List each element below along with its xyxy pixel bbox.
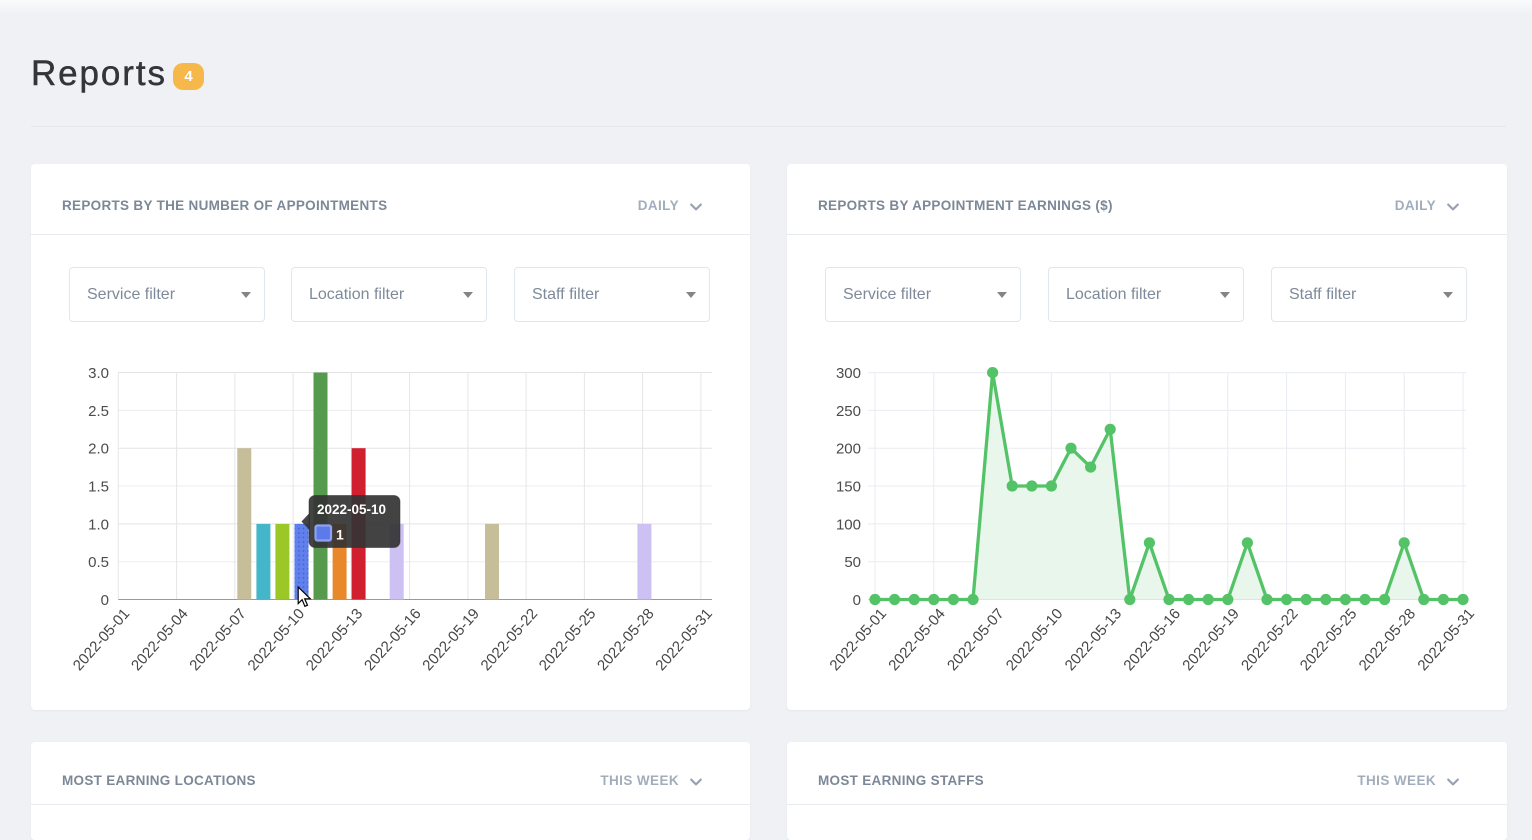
- svg-text:2022-05-31: 2022-05-31: [652, 605, 716, 674]
- svg-text:50: 50: [844, 554, 861, 571]
- svg-text:2022-05-31: 2022-05-31: [1414, 605, 1478, 674]
- svg-text:2022-05-16: 2022-05-16: [1120, 605, 1184, 674]
- svg-text:0: 0: [853, 592, 861, 609]
- svg-text:2022-05-28: 2022-05-28: [1356, 605, 1420, 674]
- svg-text:2022-05-01: 2022-05-01: [826, 605, 890, 674]
- svg-text:2.5: 2.5: [88, 403, 109, 420]
- svg-text:2022-05-01: 2022-05-01: [70, 605, 134, 674]
- svg-text:200: 200: [836, 441, 861, 458]
- svg-text:150: 150: [836, 479, 861, 496]
- svg-text:1.0: 1.0: [88, 516, 109, 533]
- svg-text:2022-05-22: 2022-05-22: [1238, 605, 1302, 674]
- svg-text:300: 300: [836, 365, 861, 382]
- svg-text:0.5: 0.5: [88, 554, 109, 571]
- svg-text:0: 0: [101, 592, 109, 609]
- svg-text:2022-05-10: 2022-05-10: [1003, 605, 1067, 674]
- svg-text:2022-05-22: 2022-05-22: [478, 605, 542, 674]
- svg-text:2022-05-25: 2022-05-25: [1297, 605, 1361, 674]
- svg-text:2022-05-16: 2022-05-16: [361, 605, 425, 674]
- svg-text:250: 250: [836, 403, 861, 420]
- svg-text:2022-05-07: 2022-05-07: [186, 605, 250, 674]
- svg-text:1.5: 1.5: [88, 479, 109, 496]
- svg-text:2022-05-25: 2022-05-25: [536, 605, 600, 674]
- svg-text:2022-05-07: 2022-05-07: [944, 605, 1008, 674]
- svg-text:2022-05-13: 2022-05-13: [303, 605, 367, 674]
- svg-text:2022-05-19: 2022-05-19: [419, 605, 483, 674]
- svg-text:1: 1: [336, 526, 344, 542]
- svg-text:2022-05-04: 2022-05-04: [128, 605, 192, 674]
- svg-text:3.0: 3.0: [88, 365, 109, 382]
- svg-text:2022-05-19: 2022-05-19: [1179, 605, 1243, 674]
- svg-text:2022-05-28: 2022-05-28: [594, 605, 658, 674]
- svg-text:2022-05-04: 2022-05-04: [885, 605, 949, 674]
- svg-text:2.0: 2.0: [88, 441, 109, 458]
- svg-text:100: 100: [836, 516, 861, 533]
- svg-text:2022-05-10: 2022-05-10: [245, 605, 309, 674]
- svg-text:2022-05-10: 2022-05-10: [317, 502, 386, 517]
- svg-text:2022-05-13: 2022-05-13: [1062, 605, 1126, 674]
